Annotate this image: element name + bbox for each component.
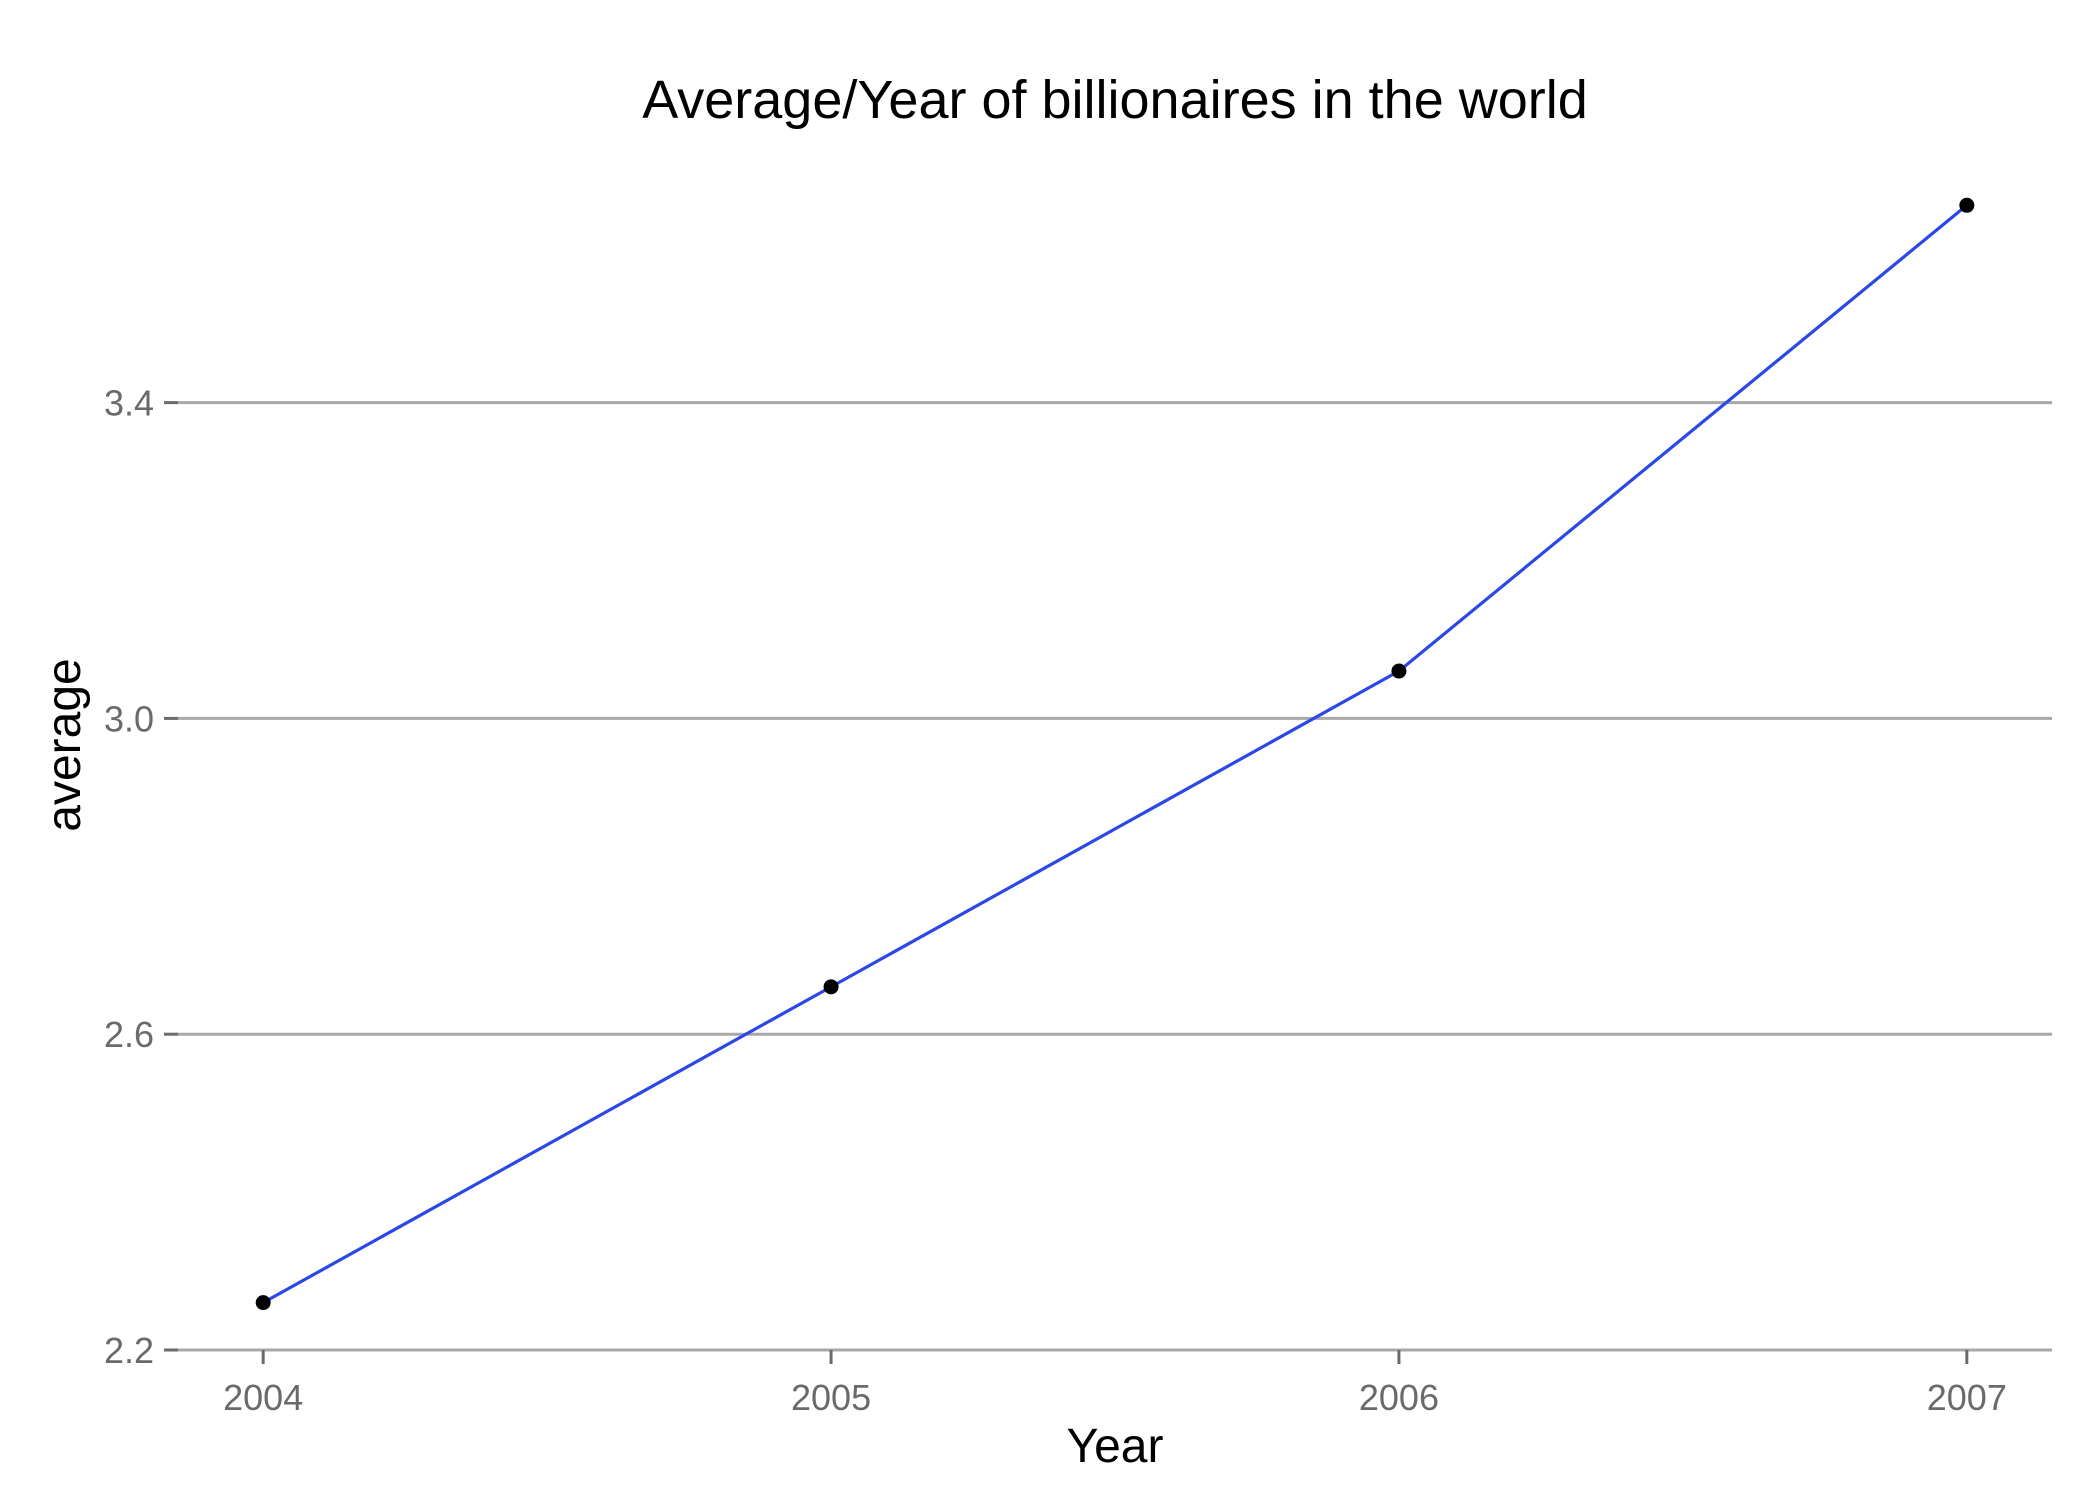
gridlines [178,401,2052,1352]
axes: 2.2 2.6 3.0 3.4 2004 2005 2006 2007 [104,383,2007,1418]
x-tick-label: 2004 [223,1377,303,1418]
data-point [1959,197,1975,213]
y-tick-label: 2.6 [104,1014,154,1055]
y-tick-label: 3.4 [104,383,154,424]
series-layer [255,197,1975,1311]
y-tick-label: 2.2 [104,1330,154,1371]
x-tick-label: 2006 [1359,1377,1439,1418]
data-point [823,979,839,995]
y-tick-label: 3.0 [104,698,154,739]
series-line [262,204,1968,1305]
data-point [1391,663,1407,679]
chart-title: Average/Year of billionaires in the worl… [642,70,1588,130]
x-tick-label: 2005 [791,1377,871,1418]
x-tick-label: 2007 [1927,1377,2007,1418]
x-axis-title: Year [1067,1420,1164,1473]
y-axis-title: average [38,658,91,831]
data-point [255,1295,271,1311]
